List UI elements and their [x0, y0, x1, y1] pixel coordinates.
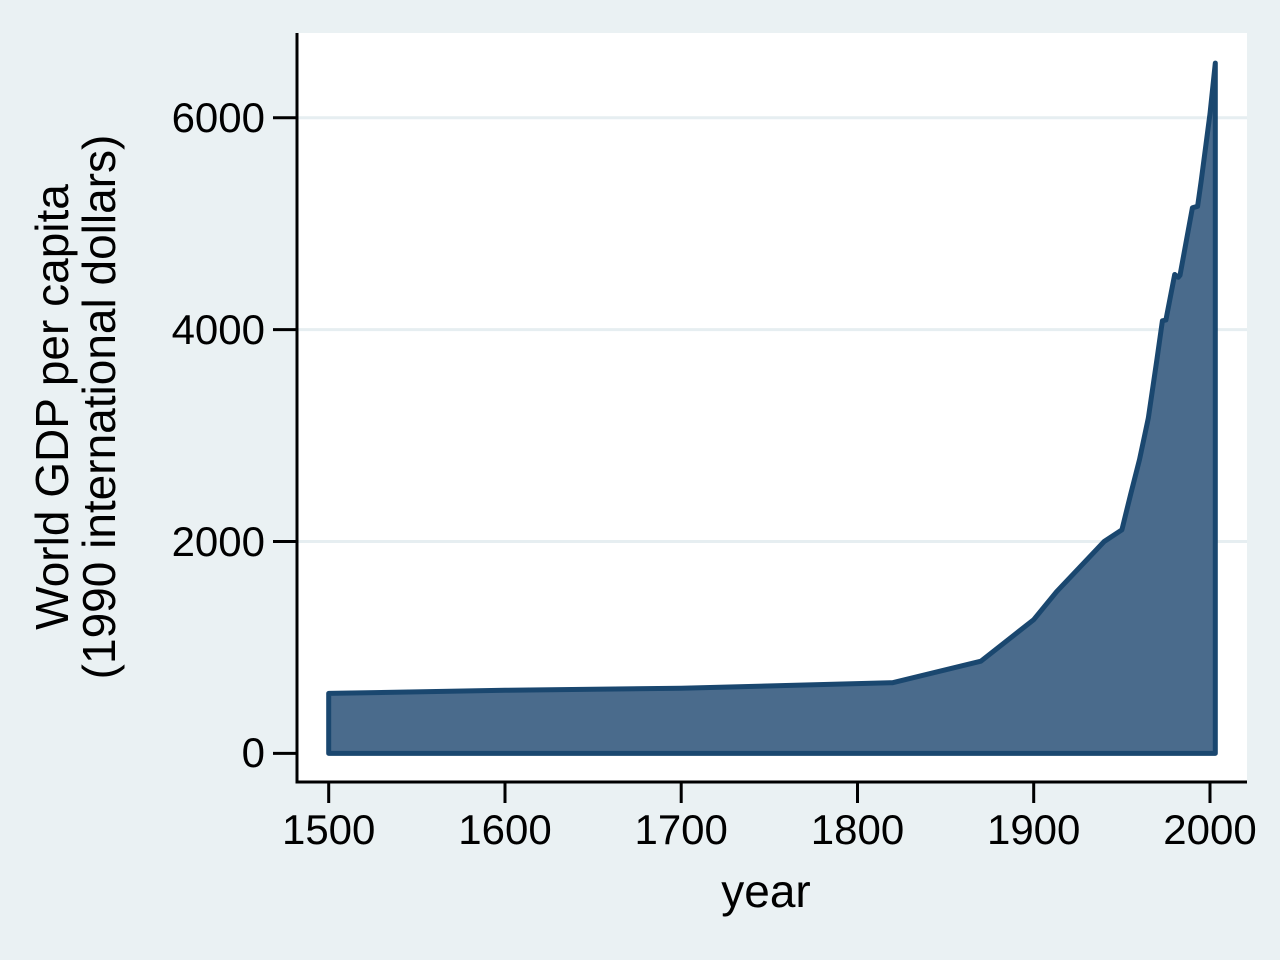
y-axis-title-line2: (1990 international dollars): [73, 134, 125, 680]
x-tick-label-1800: 1800: [810, 806, 905, 853]
x-tick-label-1500: 1500: [281, 806, 376, 853]
x-tick-label-1900: 1900: [986, 806, 1081, 853]
y-tick-label-2000: 2000: [171, 517, 265, 565]
area-series-world-gdp: [326, 60, 1218, 756]
x-tick-label-1600: 1600: [458, 806, 552, 853]
x-tick-label-2000: 2000: [1163, 806, 1257, 853]
y-axis-title-line1: World GDP per capita: [26, 184, 78, 630]
y-axis-title: World GDP per capita (1990 international…: [26, 134, 125, 680]
x-tick-label-1700: 1700: [634, 806, 728, 853]
y-tick-label-4000: 4000: [171, 305, 265, 353]
x-axis-title: year: [721, 865, 811, 917]
y-tick-label-0: 0: [241, 729, 265, 777]
y-tick-label-6000: 6000: [171, 93, 265, 141]
